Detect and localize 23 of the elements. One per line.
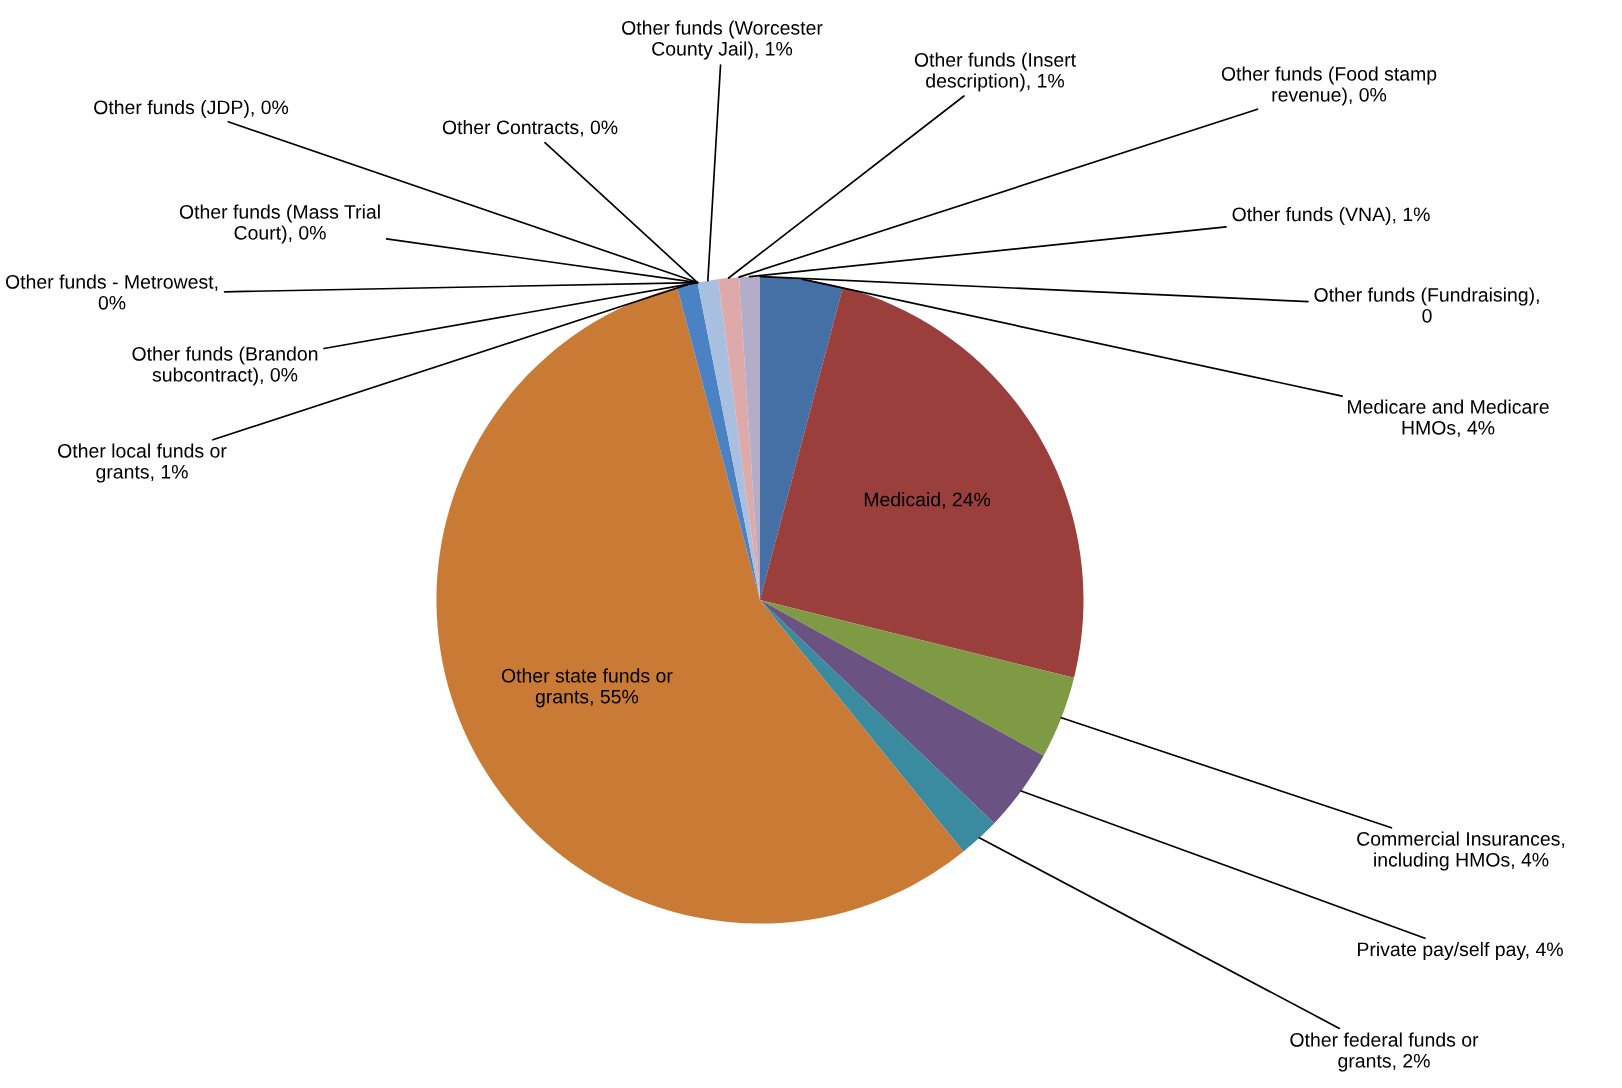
slice-label: Medicare and Medicare HMOs, 4%	[1348, 399, 1549, 437]
slice-label: Medicaid, 24%	[864, 492, 991, 509]
pie-slice	[760, 276, 843, 600]
pie-slice	[677, 282, 760, 600]
pie-slice	[760, 600, 1075, 756]
category-label: Other funds - Metrowest, 0%	[5, 274, 218, 310]
category-label: Other funds (JDP), 0%	[94, 99, 289, 119]
pie-slice	[760, 287, 1084, 678]
category-label: Other funds (Mass Trial Court), 0%	[179, 204, 380, 244]
slice-label: Other funds (Insert description), 1%	[914, 52, 1076, 92]
slice-label: Commercial Insurances, including HMOs, 4%	[1357, 831, 1565, 871]
slice-label: Other funds (VNA), 1%	[1232, 206, 1430, 226]
slice-label: Private pay/self pay, 4%	[1358, 941, 1563, 961]
pie-slice	[760, 600, 1044, 824]
pie-slice	[760, 600, 995, 852]
category-label: Other funds (Brandon subcontract), 0%	[132, 346, 318, 386]
slice-label: Other state funds or grants, 55%	[501, 668, 673, 708]
category-label: Other Contracts, 0%	[442, 119, 618, 137]
slice-label: Other local funds or grants, 1%	[58, 443, 227, 483]
slice-label: Other funds (Worcester County Jail), 1%	[622, 20, 823, 60]
category-label: Other funds (Food stamp revenue), 0%	[1221, 66, 1437, 106]
slice-label: Other federal funds or grants, 2%	[1290, 1032, 1479, 1072]
category-label: Other funds (Fundraising), 0	[1314, 287, 1539, 323]
